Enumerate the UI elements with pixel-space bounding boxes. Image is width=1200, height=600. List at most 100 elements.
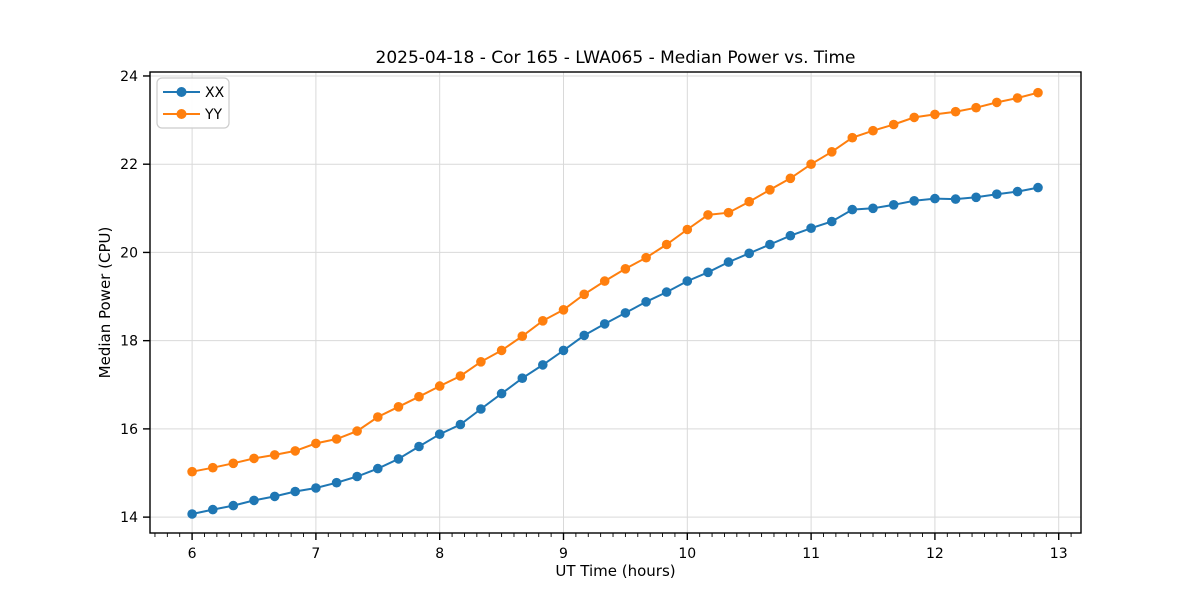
x-tick-label: 12 [926, 546, 944, 562]
x-tick-label: 7 [311, 546, 320, 562]
data-point-YY [414, 391, 424, 402]
data-point-XX [992, 189, 1002, 199]
data-point-XX [971, 192, 981, 203]
data-point-YY [393, 402, 404, 412]
data-point-YY [579, 289, 589, 300]
legend-box [156, 77, 230, 129]
data-point-YY [641, 252, 651, 263]
x-tick-label: 8 [435, 546, 444, 562]
data-point-XX [311, 483, 321, 493]
data-point-XX [373, 463, 383, 474]
data-point-YY [434, 381, 445, 391]
data-point-YY [785, 173, 796, 184]
data-point-YY [950, 106, 961, 117]
data-point-YY [847, 132, 858, 143]
data-point-YY [723, 207, 734, 218]
data-point-XX [744, 248, 754, 259]
data-point-XX [476, 404, 486, 414]
data-point-YY [208, 462, 218, 473]
data-point-XX [331, 477, 342, 488]
x-tick-label: 11 [802, 546, 820, 562]
data-point-YY [703, 210, 713, 220]
y-tick-label: 14 [120, 510, 138, 526]
data-point-YY [373, 412, 383, 422]
data-point-XX [1033, 182, 1043, 193]
data-point-XX [682, 276, 693, 286]
data-point-XX [868, 203, 878, 214]
data-point-YY [352, 426, 362, 436]
data-point-XX [538, 360, 548, 370]
plot-border [149, 71, 1082, 534]
data-point-YY [311, 438, 321, 449]
data-point-YY [765, 185, 775, 195]
legend-label-YY: YY [204, 107, 223, 123]
data-point-YY [682, 224, 693, 235]
data-point-YY [496, 345, 507, 356]
data-point-YY [517, 331, 528, 342]
data-point-XX [434, 429, 445, 440]
data-point-YY [249, 453, 259, 464]
data-point-YY [868, 125, 878, 136]
data-point-XX [599, 319, 610, 329]
legend: XX YY [156, 77, 230, 129]
data-point-YY [269, 450, 280, 460]
data-point-YY [187, 466, 197, 477]
data-point-YY [971, 102, 981, 113]
data-point-XX [352, 471, 362, 482]
data-point-XX [888, 200, 899, 210]
data-point-XX [496, 388, 507, 399]
legend-label-XX: XX [205, 85, 225, 101]
data-point-XX [930, 193, 940, 204]
legend-marker [176, 109, 187, 119]
y-axis-label: Median Power (CPU) [96, 227, 114, 379]
data-point-YY [455, 371, 466, 381]
data-point-YY [290, 446, 301, 456]
data-point-YY [806, 159, 816, 169]
data-point-XX [641, 297, 651, 307]
data-point-XX [455, 419, 466, 430]
data-point-XX [558, 345, 569, 356]
data-point-XX [847, 204, 858, 215]
data-point-XX [661, 287, 672, 297]
x-tick-label: 10 [678, 546, 696, 562]
y-tick-label: 20 [120, 245, 138, 261]
data-point-XX [1012, 186, 1023, 197]
data-point-YY [909, 112, 919, 123]
data-point-XX [950, 194, 961, 204]
data-point-YY [538, 316, 548, 326]
data-point-XX [909, 196, 919, 206]
x-tick-label: 13 [1050, 546, 1068, 562]
axis-tick-labels: 6 7 8 9 10 11 12 13 14 16 18 20 22 24 [120, 69, 1067, 562]
data-point-YY [1033, 87, 1043, 98]
data-point-XX [806, 223, 816, 233]
data-point-YY [599, 276, 610, 286]
data-point-XX [393, 454, 404, 464]
data-point-XX [414, 441, 424, 452]
data-point-XX [723, 257, 734, 267]
x-tick-label: 6 [188, 546, 197, 562]
data-point-XX [290, 486, 301, 497]
data-point-YY [888, 119, 899, 130]
data-point-XX [517, 373, 528, 384]
data-point-YY [661, 239, 672, 250]
data-point-XX [208, 504, 218, 515]
chart-title: 2025-04-18 - Cor 165 - LWA065 - Median P… [376, 48, 856, 68]
data-point-XX [703, 267, 713, 278]
x-axis-label: UT Time (hours) [555, 562, 675, 580]
data-point-YY [827, 147, 837, 157]
y-tick-label: 18 [120, 334, 138, 350]
data-point-YY [476, 357, 486, 367]
data-point-XX [269, 491, 280, 502]
data-point-YY [992, 97, 1002, 108]
data-series [187, 87, 1043, 519]
data-point-XX [187, 509, 197, 519]
data-point-YY [744, 196, 754, 207]
data-point-XX [827, 216, 837, 227]
data-point-YY [228, 458, 239, 469]
data-point-YY [1012, 93, 1023, 103]
data-point-YY [620, 264, 631, 274]
y-tick-label: 24 [120, 69, 138, 85]
data-point-YY [331, 434, 342, 444]
data-point-XX [620, 308, 631, 318]
